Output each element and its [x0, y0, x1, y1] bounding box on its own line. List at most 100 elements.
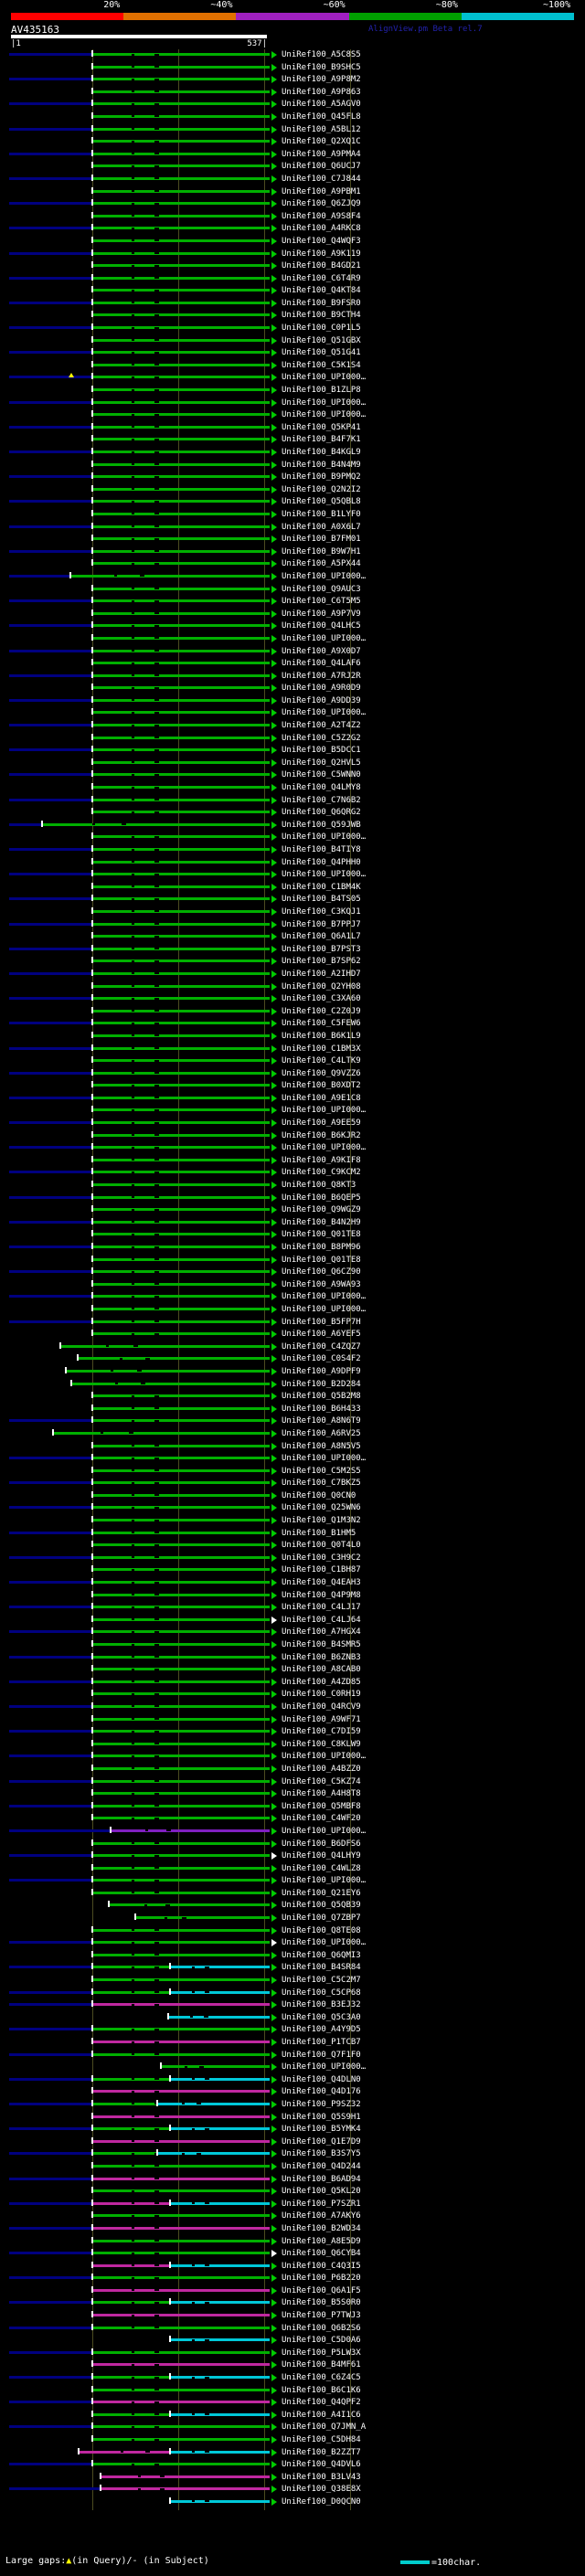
subject-hit-label[interactable]: UniRef100_Q21EY6: [282, 1888, 361, 1898]
hsp-bar-green[interactable]: [92, 438, 270, 441]
hsp-bar-green[interactable]: [92, 90, 270, 93]
hsp-bar-green[interactable]: [92, 1171, 270, 1174]
alignment-row[interactable]: UniRef100_A5BL12: [0, 124, 585, 137]
subject-hit-label[interactable]: UniRef100_Q4DVL6: [282, 2460, 361, 2470]
subject-hit-label[interactable]: UniRef100_B6H433: [282, 1404, 361, 1414]
subject-hit-label[interactable]: UniRef100_B1HM5: [282, 1528, 356, 1538]
hsp-bar-cyan[interactable]: [170, 2412, 270, 2416]
hsp-bar-green[interactable]: [92, 798, 270, 801]
hsp-bar-green[interactable]: [135, 1916, 270, 1920]
hsp-bar-green[interactable]: [92, 2463, 270, 2466]
hsp-bar-green[interactable]: [92, 935, 270, 938]
subject-hit-label[interactable]: UniRef100_Q4DLN0: [282, 2074, 361, 2084]
subject-hit-label[interactable]: UniRef100_A6YEF5: [282, 1330, 361, 1340]
hsp-bar-green[interactable]: [92, 698, 270, 702]
subject-hit-label[interactable]: UniRef100_C6Z4C5: [282, 2373, 361, 2383]
subject-hit-label[interactable]: UniRef100_A8N5V5: [282, 1441, 361, 1451]
hsp-bar-green[interactable]: [92, 140, 270, 143]
alignment-row[interactable]: UniRef100_Q4LHY9: [0, 1850, 585, 1863]
subject-hit-label[interactable]: UniRef100_Q6A1F5: [282, 2285, 361, 2295]
subject-hit-label[interactable]: UniRef100_UPI000…: [282, 708, 367, 718]
hsp-bar-green[interactable]: [92, 1531, 270, 1534]
hsp-bar-green[interactable]: [92, 227, 270, 230]
alignment-row[interactable]: UniRef100_A6YEF5: [0, 1329, 585, 1341]
hsp-bar-cyan[interactable]: [170, 2127, 270, 2131]
alignment-row[interactable]: UniRef100_B2ZZT7: [0, 2447, 585, 2460]
subject-hit-label[interactable]: UniRef100_Q4EAH3: [282, 1578, 361, 1588]
hsp-bar-green[interactable]: [92, 587, 270, 590]
alignment-row[interactable]: UniRef100_B4KGL9: [0, 447, 585, 460]
hsp-bar-green[interactable]: [92, 176, 270, 180]
subject-hit-label[interactable]: UniRef100_Q8KT3: [282, 1181, 356, 1191]
subject-hit-label[interactable]: UniRef100_Q6CYB4: [282, 2249, 361, 2259]
hsp-bar-green[interactable]: [92, 1481, 270, 1485]
hsp-bar-green[interactable]: [92, 1022, 270, 1025]
subject-hit-label[interactable]: UniRef100_P7SZR1: [282, 2199, 361, 2209]
hsp-bar-green[interactable]: [92, 1817, 270, 1820]
hsp-bar-green[interactable]: [92, 1593, 270, 1596]
alignment-row[interactable]: UniRef100_A9PBM1: [0, 186, 585, 199]
alignment-row[interactable]: UniRef100_A2IHD7: [0, 969, 585, 981]
subject-hit-label[interactable]: UniRef100_B4TIY8: [282, 845, 361, 854]
hsp-bar-green[interactable]: [92, 2189, 270, 2193]
alignment-row[interactable]: UniRef100_B5FP7H: [0, 1317, 585, 1330]
alignment-row[interactable]: UniRef100_Q4WQF3: [0, 236, 585, 249]
subject-hit-label[interactable]: UniRef100_A4BZZ0: [282, 1764, 361, 1774]
subject-hit-label[interactable]: UniRef100_UPI000…: [282, 1292, 367, 1302]
subject-hit-label[interactable]: UniRef100_A2T4Z2: [282, 721, 361, 731]
subject-hit-label[interactable]: UniRef100_B9W7H1: [282, 546, 361, 557]
hsp-bar-green[interactable]: [92, 1034, 270, 1037]
subject-hit-label[interactable]: UniRef100_A7HGX4: [282, 1627, 361, 1638]
hsp-bar-cyan[interactable]: [157, 2102, 270, 2105]
alignment-row[interactable]: UniRef100_Q38E8X: [0, 2484, 585, 2496]
alignment-row[interactable]: UniRef100_Q51GBX: [0, 335, 585, 348]
alignment-row[interactable]: UniRef100_B1HM5: [0, 1528, 585, 1541]
subject-hit-label[interactable]: UniRef100_C3XA60: [282, 994, 361, 1004]
alignment-row[interactable]: UniRef100_Q6QMI3: [0, 1950, 585, 1963]
subject-hit-label[interactable]: UniRef100_C7BKZ5: [282, 1479, 361, 1489]
hsp-bar-green[interactable]: [78, 1357, 270, 1361]
subject-hit-label[interactable]: UniRef100_B5S0R0: [282, 2298, 361, 2308]
alignment-row[interactable]: UniRef100_Q51G41: [0, 347, 585, 360]
subject-hit-label[interactable]: UniRef100_C8KLW9: [282, 1739, 361, 1749]
hsp-bar-green[interactable]: [92, 1978, 270, 1982]
alignment-row[interactable]: UniRef100_B4SMR5: [0, 1639, 585, 1652]
hsp-bar-green[interactable]: [92, 1457, 270, 1460]
subject-hit-label[interactable]: UniRef100_C5M2S5: [282, 1466, 361, 1476]
subject-hit-label[interactable]: UniRef100_Q5MBF8: [282, 1801, 361, 1811]
hsp-bar-green[interactable]: [92, 599, 270, 603]
alignment-row[interactable]: UniRef100_UPI000…: [0, 1142, 585, 1155]
subject-hit-label[interactable]: UniRef100_Q2YH08: [282, 981, 361, 991]
hsp-bar-green[interactable]: [92, 102, 270, 106]
hsp-bar-green[interactable]: [92, 413, 270, 417]
subject-hit-label[interactable]: UniRef100_P7TWJ3: [282, 2311, 361, 2321]
alignment-row[interactable]: UniRef100_Q6B2S6: [0, 2323, 585, 2336]
alignment-row[interactable]: UniRef100_B5YMK4: [0, 2124, 585, 2136]
subject-hit-label[interactable]: UniRef100_P5LW3X: [282, 2348, 361, 2358]
alignment-row[interactable]: UniRef100_Q0CN0: [0, 1490, 585, 1503]
hsp-bar-green[interactable]: [92, 848, 270, 851]
alignment-row[interactable]: UniRef100_P6B220: [0, 2273, 585, 2285]
hsp-bar-green[interactable]: [92, 1617, 270, 1621]
alignment-row[interactable]: UniRef100_Q4DVL6: [0, 2459, 585, 2472]
hsp-bar-green[interactable]: [92, 1953, 270, 1956]
alignment-row[interactable]: UniRef100_A7AKY6: [0, 2210, 585, 2223]
subject-hit-label[interactable]: UniRef100_Q4PHH0: [282, 857, 361, 867]
subject-hit-label[interactable]: UniRef100_Q0T4L0: [282, 1541, 361, 1551]
subject-hit-label[interactable]: UniRef100_Q51GBX: [282, 335, 361, 345]
alignment-row[interactable]: UniRef100_A8N5V5: [0, 1441, 585, 1454]
alignment-row[interactable]: UniRef100_Q01TE8: [0, 1255, 585, 1267]
subject-hit-label[interactable]: UniRef100_A5PX44: [282, 559, 361, 569]
alignment-row[interactable]: UniRef100_A7HGX4: [0, 1627, 585, 1639]
hsp-bar-green[interactable]: [92, 65, 270, 69]
hsp-bar-green[interactable]: [92, 1704, 270, 1708]
hsp-bar-green[interactable]: [66, 1369, 270, 1373]
subject-hit-label[interactable]: UniRef100_Q5KL20: [282, 2187, 361, 2197]
subject-hit-label[interactable]: UniRef100_A8CAB0: [282, 1665, 361, 1675]
alignment-row[interactable]: UniRef100_B4N2H9: [0, 1217, 585, 1230]
hsp-bar-green[interactable]: [92, 2276, 270, 2280]
subject-hit-label[interactable]: UniRef100_P9SZ32: [282, 2099, 361, 2109]
subject-hit-label[interactable]: UniRef100_Q7F1F0: [282, 2050, 361, 2060]
subject-hit-label[interactable]: UniRef100_C5KZ74: [282, 1776, 361, 1786]
subject-hit-label[interactable]: UniRef100_A5BL12: [282, 124, 361, 134]
